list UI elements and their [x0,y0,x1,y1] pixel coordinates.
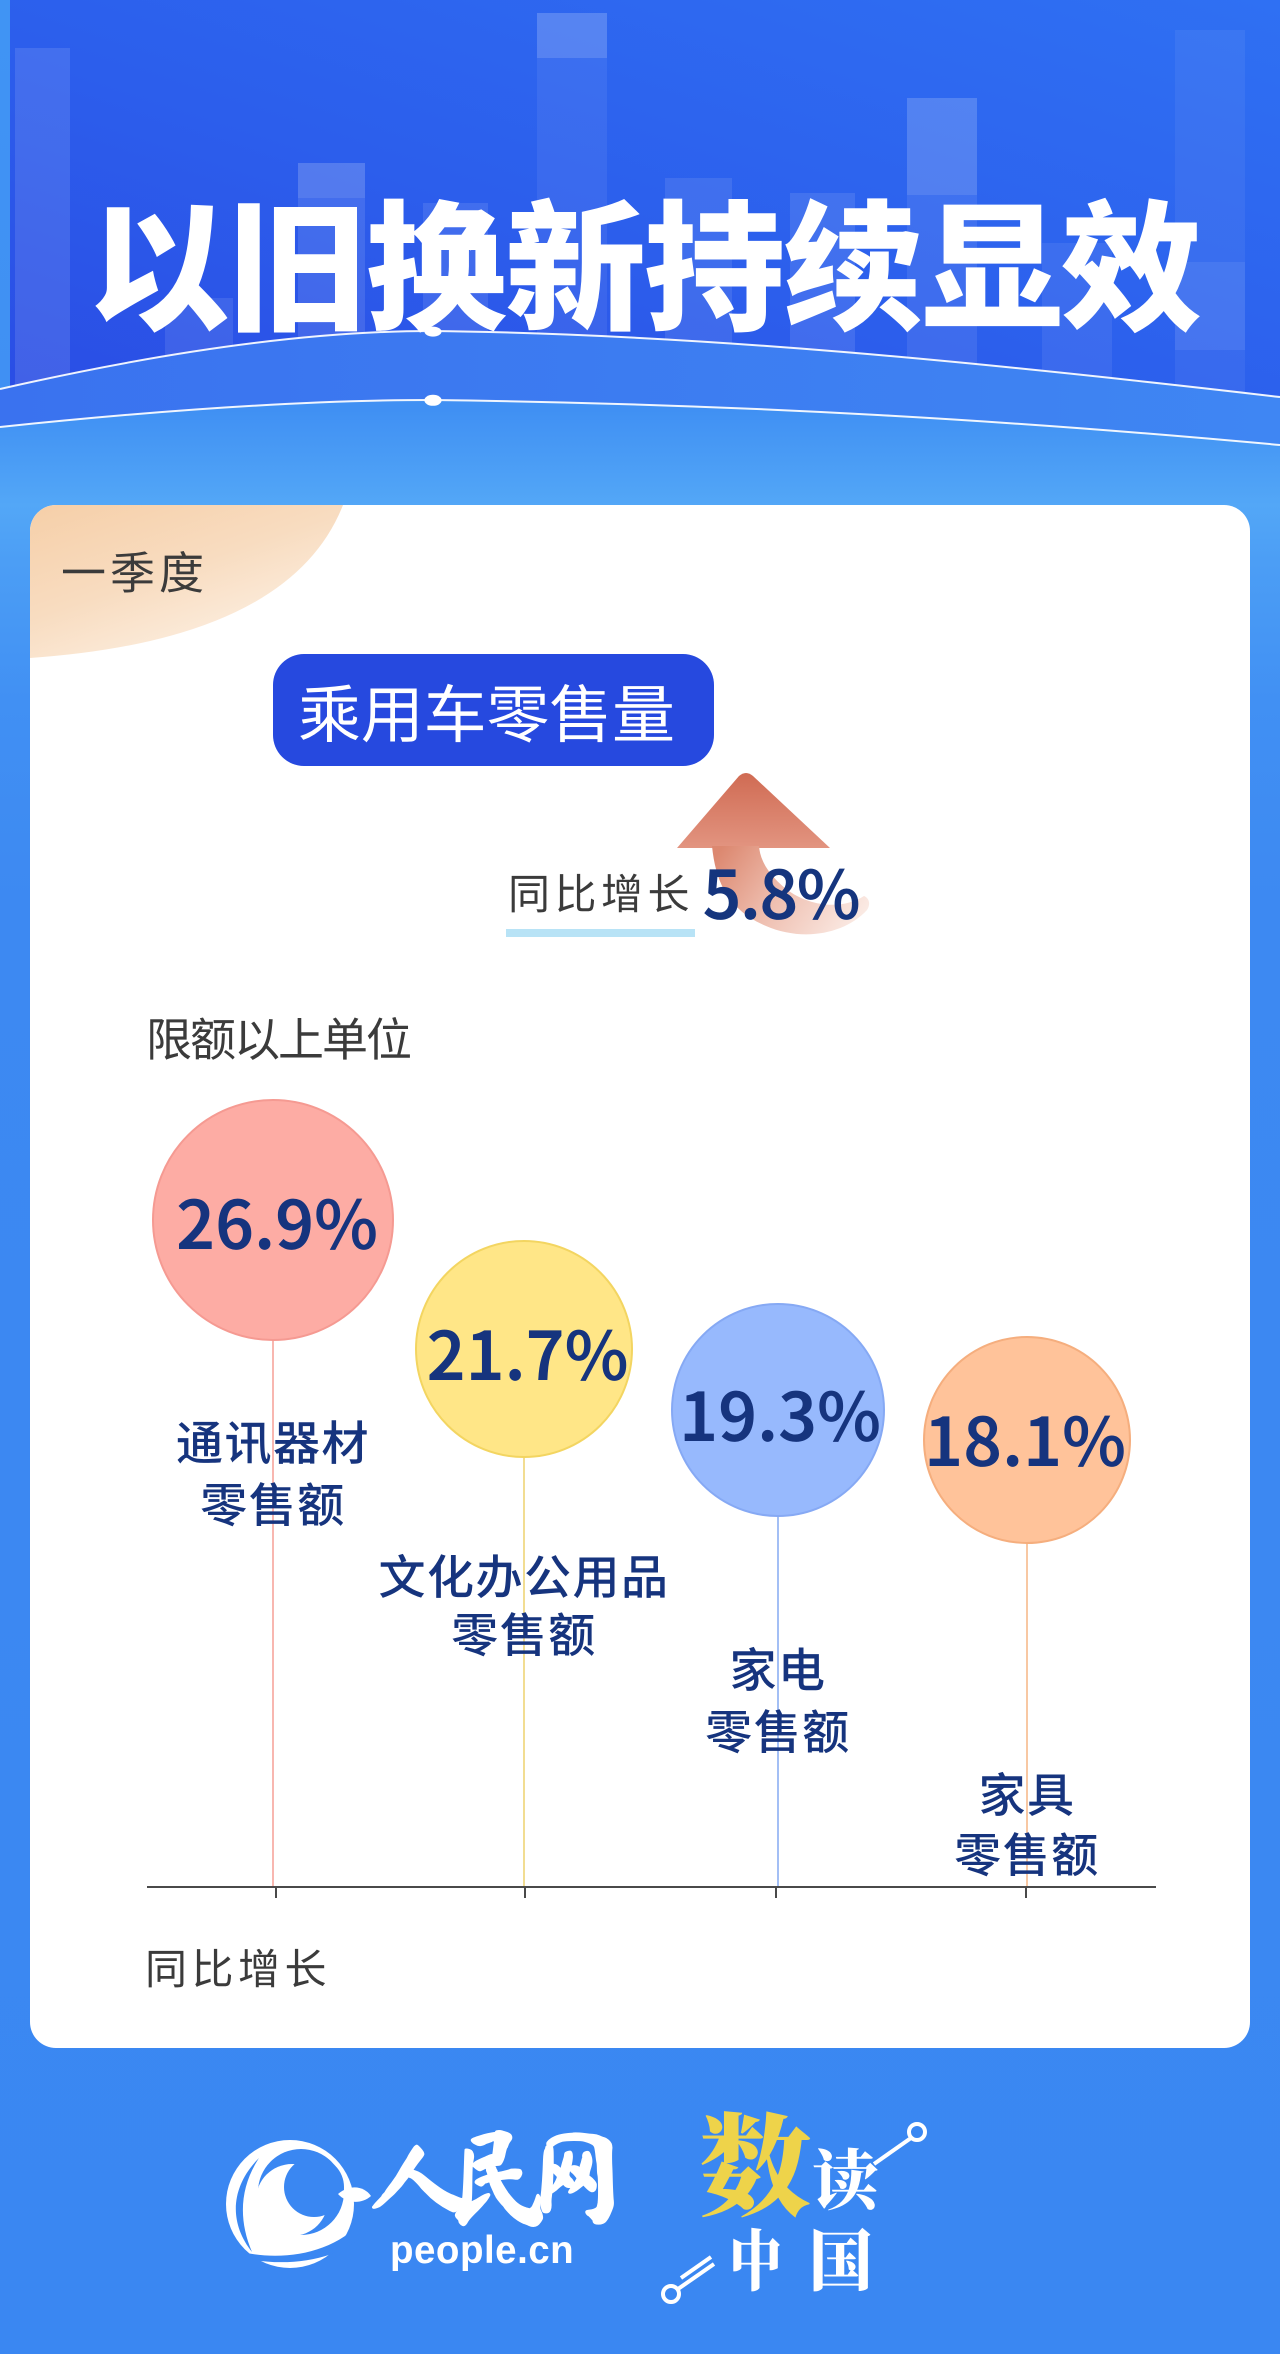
svg-text:people.cn: people.cn [390,2229,574,2272]
